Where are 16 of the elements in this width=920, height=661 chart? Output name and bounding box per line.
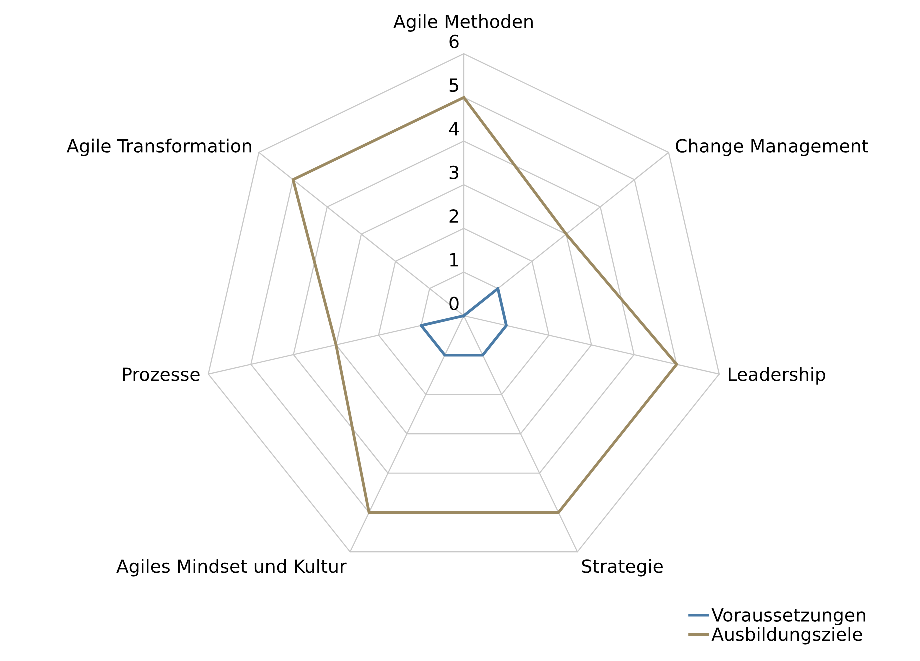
legend-label: Voraussetzungen bbox=[712, 608, 866, 626]
spoke-label: Agiles Mindset und Kultur bbox=[116, 559, 347, 577]
spoke-label: Agile Transformation bbox=[66, 138, 252, 156]
y-tick-label: 6 bbox=[450, 34, 459, 48]
spoke-label: Leadership bbox=[729, 367, 826, 385]
y-tick-label: 2 bbox=[450, 210, 458, 223]
y-tick-label: 1 bbox=[450, 253, 458, 267]
spoke-label: Change Management bbox=[676, 138, 868, 156]
spoke-label: Agile Methoden bbox=[394, 14, 533, 32]
y-tick-label: 5 bbox=[450, 78, 458, 92]
spoke-label: Prozesse bbox=[123, 368, 200, 382]
legend-label: Ausbildungsziele bbox=[712, 627, 862, 645]
y-tick-label: 3 bbox=[450, 166, 459, 180]
spoke-label: Strategie bbox=[582, 559, 663, 577]
y-tick-label: 0 bbox=[450, 296, 459, 310]
y-tick-label: 4 bbox=[449, 122, 459, 136]
